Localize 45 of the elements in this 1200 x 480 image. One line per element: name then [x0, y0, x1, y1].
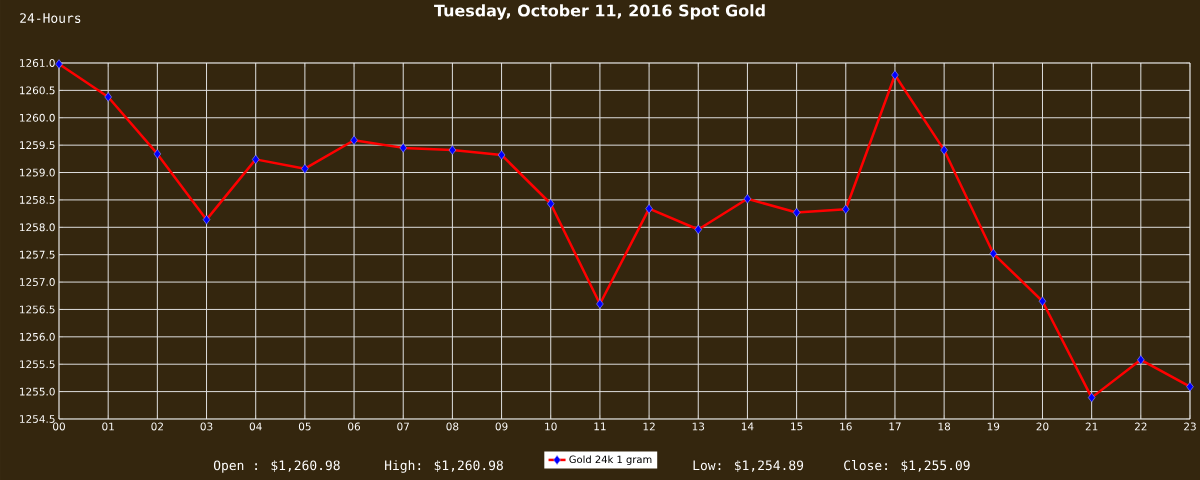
- chart-title: Tuesday, October 11, 2016 Spot Gold: [434, 4, 765, 20]
- x-tick-label: 12: [643, 422, 655, 431]
- y-tick-label: 1256.0: [20, 332, 55, 341]
- x-tick-label: 01: [102, 422, 114, 431]
- y-tick-label: 1256.5: [20, 305, 55, 314]
- legend-label: Gold 24k 1 gram: [569, 455, 652, 466]
- x-tick-label: 20: [1036, 422, 1049, 431]
- x-tick-label: 16: [840, 422, 852, 431]
- y-tick-label: 1259.5: [20, 141, 55, 150]
- x-tick-label: 13: [692, 422, 705, 431]
- x-tick-label: 07: [397, 422, 409, 431]
- y-tick-label: 1255.0: [20, 387, 55, 396]
- x-tick-label: 03: [200, 422, 213, 431]
- x-tick-label: 04: [249, 422, 262, 431]
- y-tick-label: 1261.0: [20, 59, 55, 67]
- y-tick-label: 1258.5: [20, 195, 55, 204]
- x-tick-label: 19: [987, 422, 1000, 431]
- y-tick-label: 1258.0: [20, 223, 55, 232]
- x-tick-label: 22: [1134, 422, 1147, 431]
- x-tick-label: 09: [495, 422, 508, 431]
- x-tick-label: 14: [741, 422, 754, 431]
- x-tick-label: 06: [348, 422, 361, 431]
- x-tick-label: 23: [1184, 422, 1196, 431]
- y-tick-label: 1257.0: [20, 278, 55, 287]
- x-tick-label: 02: [151, 422, 163, 431]
- y-tick-label: 1254.5: [20, 415, 55, 423]
- y-tick-label: 1260.0: [20, 113, 55, 122]
- y-tick-label: 1259.0: [20, 168, 55, 177]
- text: Close: $1,255.09: [844, 460, 970, 472]
- x-tick-label: 18: [938, 422, 951, 431]
- y-tick-label: 1255.5: [20, 360, 55, 369]
- y-tick-label: 1260.5: [20, 86, 55, 95]
- x-tick-label: 10: [545, 422, 557, 431]
- x-tick-label: 21: [1085, 422, 1098, 431]
- x-tick-label: 11: [594, 422, 606, 431]
- x-tick-label: 17: [889, 422, 901, 431]
- y-tick-label: 1257.5: [20, 250, 55, 259]
- text: Low: $1,254.89: [693, 460, 804, 472]
- text: Open : $1,260.98: [213, 460, 340, 473]
- text: 24-Hours: [20, 13, 81, 23]
- text: High: $1,260.98: [385, 460, 503, 473]
- x-tick-label: 08: [446, 422, 459, 431]
- x-tick-label: 15: [791, 422, 803, 431]
- x-tick-label: 00: [53, 422, 65, 431]
- x-tick-label: 05: [298, 422, 311, 431]
